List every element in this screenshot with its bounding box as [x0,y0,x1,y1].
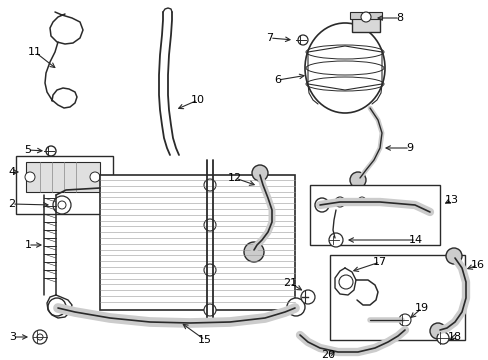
Text: 4: 4 [8,167,16,177]
Circle shape [334,197,345,207]
Text: 20: 20 [320,350,334,360]
Ellipse shape [305,23,384,113]
Circle shape [429,323,445,339]
Circle shape [58,201,66,209]
Circle shape [349,172,365,188]
Text: 19: 19 [414,303,428,313]
Circle shape [25,172,35,182]
Circle shape [338,275,352,289]
Text: 12: 12 [227,173,242,183]
Text: 10: 10 [191,95,204,105]
Text: 15: 15 [198,335,212,345]
Circle shape [398,314,410,326]
Circle shape [297,35,307,45]
Bar [329,255,464,340]
Circle shape [244,242,264,262]
Circle shape [53,196,71,214]
Circle shape [286,298,305,316]
Circle shape [301,290,314,304]
Text: 11: 11 [28,47,42,57]
Text: 16: 16 [470,260,484,270]
Circle shape [48,298,66,316]
Text: 5: 5 [24,145,31,155]
Text: 8: 8 [396,13,403,23]
Text: 18: 18 [447,332,461,342]
Text: 2: 2 [8,199,16,209]
Bar [26,162,100,192]
Circle shape [203,219,216,231]
Circle shape [46,146,56,156]
Bar [16,156,113,214]
Text: 9: 9 [406,143,413,153]
Bar [309,185,439,245]
Text: 21: 21 [283,278,296,288]
Circle shape [436,332,448,344]
Circle shape [360,12,370,22]
Circle shape [33,330,47,344]
Circle shape [203,179,216,191]
Bar [351,14,379,32]
Bar [349,12,381,19]
Circle shape [251,165,267,181]
Circle shape [90,172,100,182]
Circle shape [37,334,43,340]
Circle shape [314,198,328,212]
Text: 3: 3 [9,332,17,342]
Circle shape [203,264,216,276]
Text: 17: 17 [372,257,386,267]
Text: 13: 13 [444,195,458,205]
Circle shape [445,248,461,264]
Bar [100,175,294,310]
Text: 7: 7 [266,33,273,43]
Text: 14: 14 [408,235,422,245]
Circle shape [357,197,365,205]
Circle shape [328,233,342,247]
Text: 1: 1 [24,240,31,250]
Circle shape [203,304,216,316]
Text: 6: 6 [274,75,281,85]
